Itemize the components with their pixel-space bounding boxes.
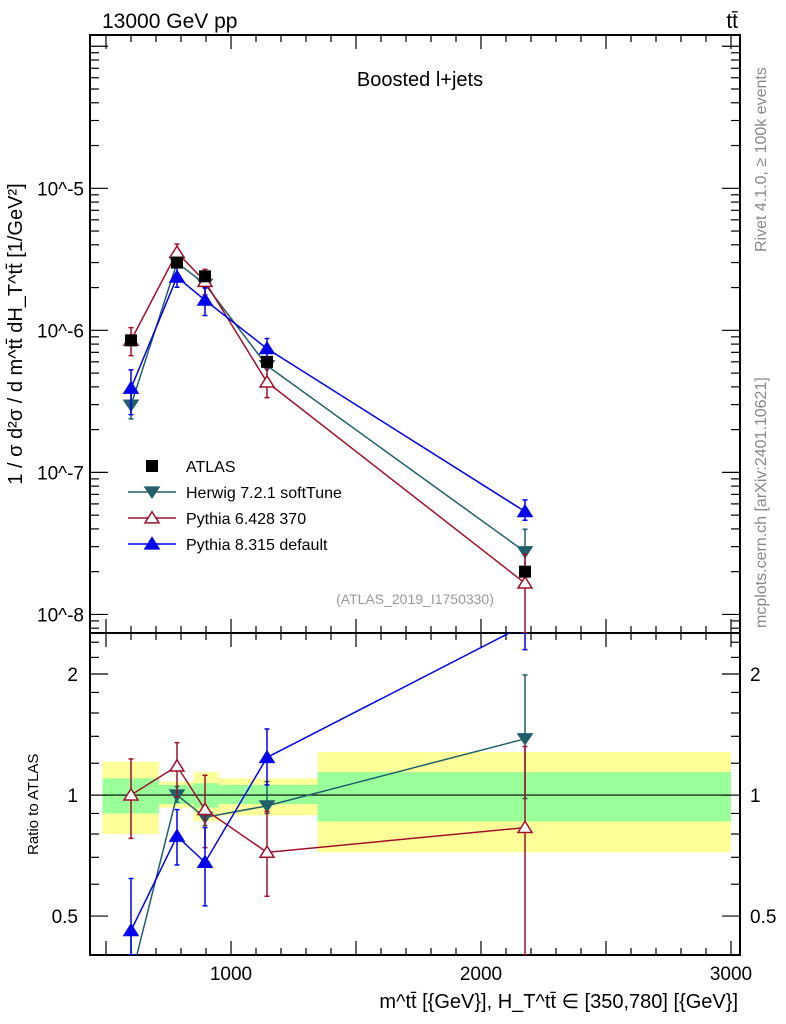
x-tick-label: 2000 <box>460 964 502 985</box>
legend-label: Pythia 8.315 default <box>186 537 328 554</box>
ratio-point <box>168 758 186 772</box>
data-point <box>168 269 186 283</box>
legend-marker <box>143 486 161 499</box>
y-tick-label: 10^-8 <box>37 605 84 626</box>
series-line <box>130 275 526 513</box>
legend-label: Herwig 7.2.1 softTune <box>186 485 342 502</box>
legend-item: Pythia 8.315 default <box>128 536 328 554</box>
series-pythia-8-315-default <box>122 266 534 955</box>
ratio-point <box>122 787 140 801</box>
ratio-point <box>516 733 534 746</box>
ratio-tick-label-right: 0.5 <box>750 907 776 928</box>
data-point <box>516 546 534 559</box>
ratio-point <box>196 801 214 816</box>
legend-item: Herwig 7.2.1 softTune <box>128 485 342 502</box>
series-line <box>130 251 526 584</box>
data-point <box>122 380 140 394</box>
header-left: 13000 GeV pp <box>102 10 237 33</box>
ratio-point <box>168 828 186 842</box>
series-atlas <box>125 256 531 578</box>
ratio-point <box>258 844 276 859</box>
series-herwig-7-2-1-softtune <box>122 256 534 984</box>
data-point-atlas <box>125 334 137 347</box>
ratio-point <box>258 749 276 764</box>
data-point <box>196 292 214 306</box>
x-axis-label: m^tt̄ [{GeV}], H_T^tt̄ ∈ [350,780] [{GeV… <box>379 991 738 1013</box>
ratio-point <box>124 973 138 984</box>
ratio-point <box>516 819 534 834</box>
data-point <box>258 374 276 388</box>
y-tick-label: 10^-7 <box>37 463 84 484</box>
side-label-top: Rivet 4.1.0, ≥ 100k events <box>753 67 770 252</box>
ratio-tick-label-left: 1 <box>67 786 78 807</box>
data-point-atlas <box>519 565 531 578</box>
ratio-point <box>258 800 276 813</box>
header-right: tt̄ <box>726 10 738 33</box>
x-tick-label: 3000 <box>710 964 752 985</box>
ratio-point <box>122 922 140 937</box>
x-tick-label: 1000 <box>210 964 252 985</box>
y-tick-label: 10^-5 <box>37 179 84 200</box>
legend-label: Pythia 6.428 370 <box>186 511 306 528</box>
legend-label: ATLAS <box>186 459 236 476</box>
legend-marker <box>143 510 161 524</box>
y-tick-label: 10^-6 <box>37 321 84 342</box>
ratio-frame <box>89 632 741 956</box>
data-point <box>168 244 186 259</box>
chart-title: Boosted l+jets <box>357 69 483 91</box>
analysis-label: (ATLAS_2019_I1750330) <box>336 591 494 607</box>
data-point-atlas <box>199 270 211 283</box>
data-point <box>516 575 534 589</box>
legend-marker <box>146 460 158 472</box>
legend-marker <box>143 536 161 550</box>
data-point-atlas <box>171 256 183 269</box>
series-line <box>130 261 526 553</box>
data-point <box>516 503 534 518</box>
ratio-y-axis-label: Ratio to ATLAS <box>25 754 42 855</box>
legend-item: ATLAS <box>146 459 236 476</box>
ratio-tick-label-left: 0.5 <box>52 907 78 928</box>
side-label-bottom: mcplots.cern.ch [arXiv:2401.10621] <box>753 377 770 628</box>
y-axis-label: 1 / σ d²σ / d m^tt̄ dH_T^tt̄ [1/GeV²] <box>5 183 27 484</box>
legend-item: Pythia 6.428 370 <box>128 510 306 528</box>
ratio-tick-label-left: 2 <box>67 665 78 686</box>
ratio-tick-label-right: 1 <box>750 786 761 807</box>
data-point <box>258 340 276 355</box>
data-point-atlas <box>261 355 273 368</box>
ratio-series <box>122 633 528 955</box>
ratio-series <box>122 741 534 955</box>
ratio-point <box>196 854 214 869</box>
ratio-tick-label-right: 2 <box>750 665 761 686</box>
